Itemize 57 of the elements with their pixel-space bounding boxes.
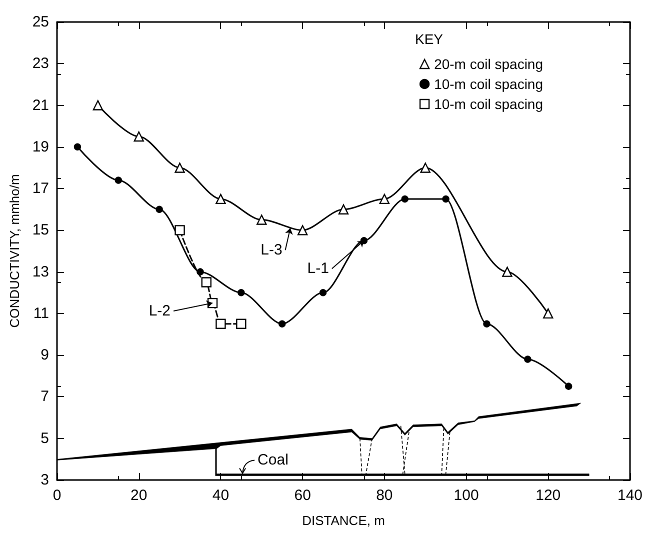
point <box>236 318 246 329</box>
point <box>442 195 450 203</box>
y-tick-label: 5 <box>40 430 49 447</box>
legend-label: 10-m coil spacing <box>434 96 543 112</box>
point <box>420 162 430 173</box>
y-tick-label: 19 <box>32 138 49 156</box>
annotation: L-1 <box>307 260 329 278</box>
point <box>319 289 327 296</box>
legend-label: 10-m coil spacing <box>434 76 543 92</box>
y-tick-label: 3 <box>40 472 49 488</box>
x-tick-label: 140 <box>617 487 643 504</box>
y-tick-label: 7 <box>40 388 49 406</box>
point <box>238 289 245 296</box>
point <box>502 266 512 277</box>
x-tick-label: 80 <box>376 487 393 504</box>
point <box>524 356 532 363</box>
point <box>338 204 349 214</box>
point <box>134 131 144 142</box>
x-tick-label: 20 <box>130 487 148 504</box>
point <box>379 194 390 204</box>
annotation: Coal <box>258 452 288 469</box>
point <box>174 225 185 236</box>
y-tick-label: 17 <box>32 180 49 198</box>
legend-label: 20-m coil spacing <box>434 56 543 72</box>
point <box>565 382 572 390</box>
point <box>174 162 185 173</box>
y-tick-label: 9 <box>40 346 49 364</box>
point <box>201 277 212 288</box>
x-tick-label: 60 <box>294 487 311 504</box>
y-tick-label: 21 <box>32 96 49 114</box>
x-axis-title: DISTANCE, m <box>302 513 385 528</box>
annotation: L-2 <box>148 302 171 320</box>
point <box>216 194 226 204</box>
point <box>278 320 286 328</box>
y-axis-title: CONDUCTIVITY, mmho/m <box>7 174 22 328</box>
x-tick-label: 120 <box>536 487 561 504</box>
x-tick-label: 0 <box>52 487 62 504</box>
point <box>156 206 163 213</box>
annotation: L-3 <box>260 242 282 259</box>
point <box>543 308 554 319</box>
y-tick-label: 23 <box>32 55 49 72</box>
y-tick-label: 25 <box>32 14 49 30</box>
y-tick-label: 15 <box>32 222 49 239</box>
x-tick-label: 100 <box>454 487 479 504</box>
point <box>92 100 104 110</box>
point <box>74 143 82 151</box>
legend-title: KEY <box>414 31 444 47</box>
point <box>401 195 408 203</box>
y-tick-label: 13 <box>32 263 49 280</box>
x-tick-label: 40 <box>212 487 230 504</box>
y-tick-label: 11 <box>33 304 49 322</box>
point <box>483 320 490 328</box>
point <box>216 318 226 329</box>
point <box>114 176 122 184</box>
point <box>196 268 204 276</box>
point <box>297 225 308 236</box>
point <box>256 214 267 225</box>
